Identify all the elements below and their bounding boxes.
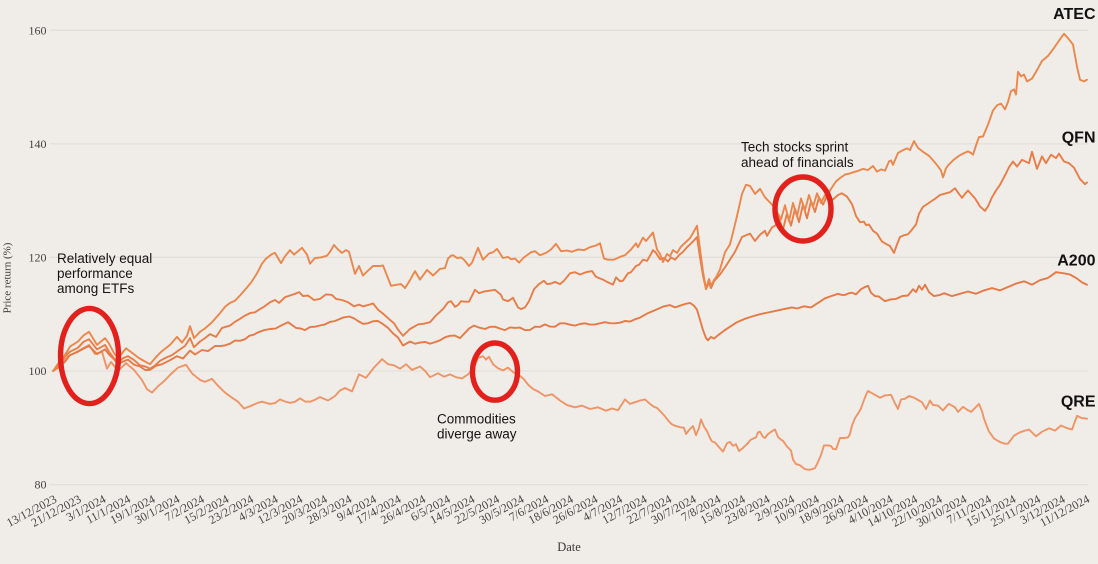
svg-text:160: 160	[29, 23, 47, 37]
svg-text:performance: performance	[57, 266, 133, 281]
svg-text:diverge away: diverge away	[437, 427, 517, 442]
svg-text:Commodities: Commodities	[437, 412, 516, 427]
svg-text:ATEC: ATEC	[1053, 6, 1096, 23]
svg-text:QFN: QFN	[1062, 130, 1096, 147]
svg-text:80: 80	[35, 478, 47, 492]
svg-text:QRE: QRE	[1061, 394, 1096, 411]
svg-text:120: 120	[29, 250, 47, 264]
svg-text:A200: A200	[1057, 253, 1095, 270]
svg-text:Relatively equal: Relatively equal	[57, 251, 152, 266]
svg-text:ahead of financials: ahead of financials	[741, 155, 854, 170]
svg-text:100: 100	[29, 364, 47, 378]
svg-text:Date: Date	[557, 540, 581, 554]
svg-text:Tech stocks sprint: Tech stocks sprint	[741, 140, 849, 155]
svg-text:Price return (%): Price return (%)	[2, 242, 14, 313]
svg-text:140: 140	[29, 137, 47, 151]
svg-text:among ETFs: among ETFs	[57, 281, 135, 296]
